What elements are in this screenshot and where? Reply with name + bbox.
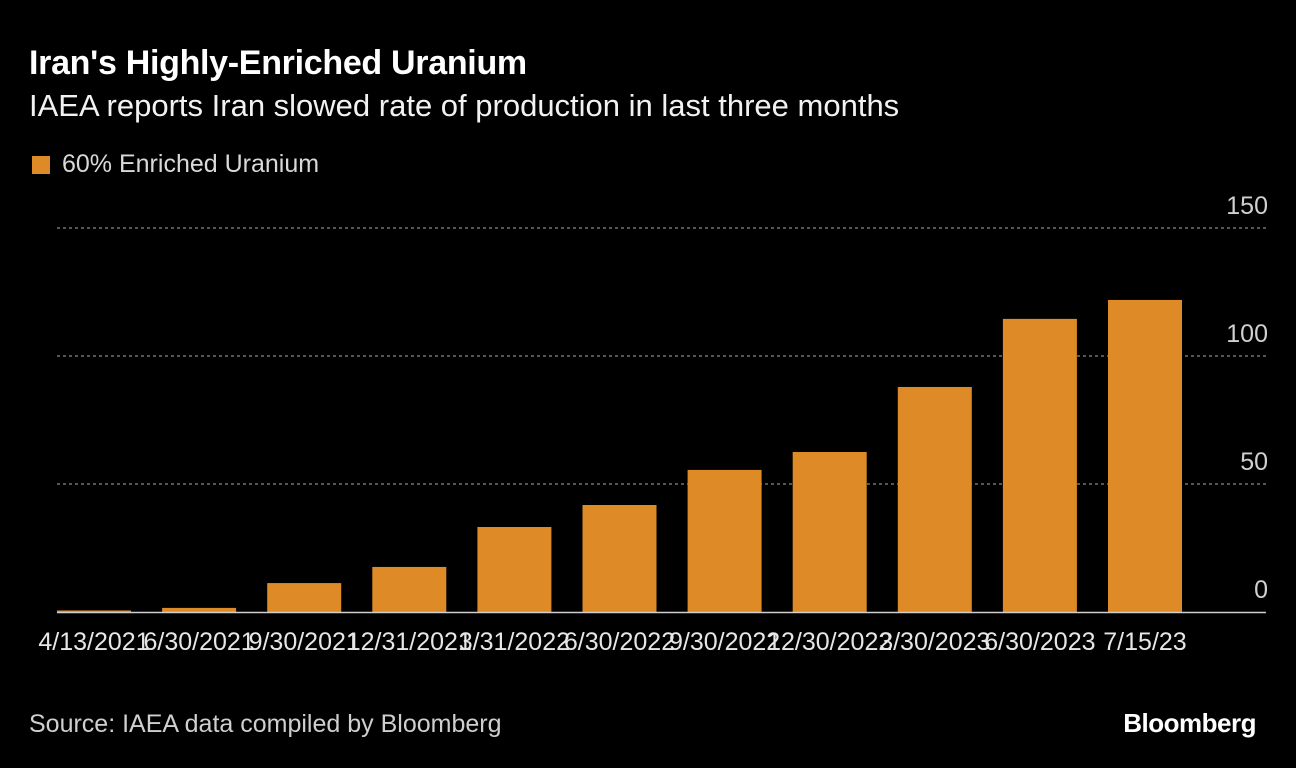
bar [1002,318,1077,612]
bar [897,386,972,612]
x-tick-label: 9/30/2021 [249,628,360,656]
x-tick-label: 6/30/2022 [564,628,675,656]
bloomberg-logo: Bloomberg [1123,708,1256,738]
y-tick-label: 50 [1240,448,1268,476]
bar [1108,299,1182,612]
x-tick-label: 12/30/2022 [767,628,892,656]
y-tick-label: 150 [1226,192,1268,220]
legend: 60% Enriched Uranium [32,150,319,179]
x-tick-label: 6/30/2023 [984,628,1095,656]
source-note: Source: IAEA data compiled by Bloomberg [29,710,502,738]
bar [477,527,552,612]
x-tick-label: 12/31/2021 [347,628,472,656]
x-tick-label: 4/13/2021 [38,628,149,656]
bar [687,469,762,612]
bar [267,583,342,612]
x-tick-label: 3/30/2023 [879,628,990,656]
x-tick-label: 9/30/2022 [669,628,780,656]
bar [792,452,867,612]
x-tick-label: 7/15/23 [1103,628,1186,656]
y-tick-label: 0 [1254,576,1268,604]
bar [162,607,237,612]
bar [57,610,131,612]
legend-label: 60% Enriched Uranium [62,150,320,178]
bar [582,504,657,612]
chart-subtitle: IAEA reports Iran slowed rate of product… [29,88,900,123]
y-tick-label: 100 [1226,320,1268,348]
chart-title: Iran's Highly-Enriched Uranium [29,44,527,82]
x-tick-label: 3/31/2022 [459,628,570,656]
legend-swatch [32,155,50,174]
x-tick-label: 6/30/2021 [143,628,254,656]
bar [372,566,447,612]
